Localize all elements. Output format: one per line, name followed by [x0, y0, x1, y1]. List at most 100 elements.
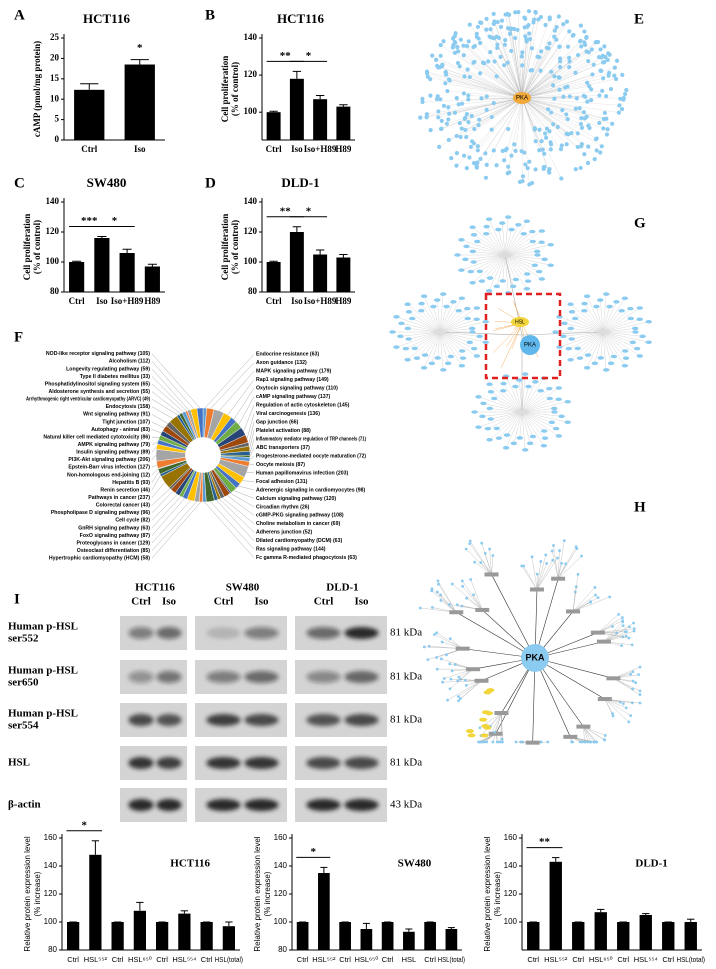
network-edge — [433, 306, 441, 333]
network-node — [547, 41, 552, 46]
leader-line — [238, 485, 255, 491]
network-edge — [594, 331, 604, 364]
network-edge — [521, 390, 541, 413]
network-edge — [521, 57, 540, 99]
network-node — [466, 97, 471, 102]
network-node — [439, 126, 444, 131]
blot-band — [306, 757, 341, 769]
network-edge — [474, 97, 523, 130]
network-node — [552, 330, 559, 334]
network-edge — [602, 331, 638, 349]
x-tick-label: Iso — [134, 144, 146, 154]
network-node — [578, 23, 583, 28]
network-node — [579, 125, 585, 130]
bar — [549, 861, 562, 950]
network-node — [444, 121, 449, 126]
network-node — [446, 698, 449, 702]
network-node — [502, 158, 507, 163]
network-edge — [521, 97, 567, 145]
network-edge — [437, 65, 523, 99]
network-edge — [587, 331, 604, 356]
network-node — [566, 132, 571, 137]
network-node — [476, 122, 481, 128]
bar — [360, 929, 373, 950]
pie-label: Non-homologous end-joining (12) — [67, 472, 150, 478]
y-tick-label: 80 — [278, 945, 287, 954]
network-node — [443, 304, 450, 309]
network-edge — [439, 321, 486, 333]
network-node — [428, 361, 436, 366]
network-node — [445, 653, 448, 657]
pie-label: Hypertrophic cardiomyopathy (HCM) (58) — [49, 556, 150, 562]
network-node — [484, 162, 489, 167]
network-node — [509, 284, 517, 289]
network-node — [583, 294, 591, 298]
network-edge — [505, 376, 523, 413]
lane-label: Ctrl — [214, 596, 234, 608]
x-tick-label: HSL⁶⁵⁰ — [354, 955, 378, 964]
network-edge — [423, 331, 441, 368]
network-node — [425, 74, 430, 79]
pie-label: Wnt signaling pathway (91) — [83, 412, 150, 418]
network-node — [475, 160, 480, 165]
network-node — [592, 740, 596, 744]
network-node — [538, 229, 546, 233]
network-node — [494, 74, 499, 79]
network-edge — [439, 331, 475, 349]
network-node — [470, 346, 478, 351]
network-node — [520, 63, 525, 68]
network-edge — [521, 411, 545, 432]
network-node — [440, 640, 444, 644]
leader-line — [210, 362, 255, 409]
network-node — [456, 102, 461, 107]
y-tick-label: 140 — [46, 196, 60, 206]
network-edge — [568, 331, 604, 349]
network-node — [468, 539, 472, 543]
pie-label: FoxO signaling pathway (87) — [80, 533, 151, 539]
pie-label: cGMP-PKG signaling pathway (108) — [256, 513, 344, 519]
pka-node — [520, 335, 540, 355]
network-node — [630, 701, 634, 705]
pie-label: Phospholipase D signaling pathway (96) — [51, 510, 150, 516]
network-node — [464, 166, 469, 171]
network-edge — [420, 97, 523, 118]
network-node — [557, 87, 562, 92]
network-node — [567, 55, 572, 60]
leader-line — [151, 399, 179, 416]
network-edge — [480, 97, 523, 160]
network-node — [529, 434, 537, 439]
network-node — [520, 174, 526, 179]
network-node — [548, 140, 553, 145]
network-node — [505, 171, 510, 176]
blot-band — [206, 799, 241, 811]
pie-label: GnRH signaling pathway (63) — [78, 525, 150, 531]
network-edge — [521, 60, 589, 99]
network-edge — [521, 411, 562, 417]
pie-label: Inflammatory mediator regulation of TRP … — [256, 436, 366, 442]
y-tick-label: 120 — [244, 69, 258, 79]
panel-letter: A — [14, 7, 25, 23]
panel-letter: C — [14, 175, 25, 191]
network-edge — [521, 36, 587, 99]
network-hub — [494, 711, 509, 716]
network-edge — [602, 331, 627, 359]
bar — [403, 931, 415, 950]
bar — [313, 99, 328, 140]
network-edge — [461, 239, 506, 256]
network-edge — [572, 594, 596, 612]
significance-label: *** — [81, 215, 98, 227]
network-node — [455, 49, 461, 54]
network-edge — [504, 230, 542, 256]
network-node — [541, 257, 548, 262]
network-node — [486, 276, 494, 280]
blot-band — [344, 799, 379, 811]
network-node — [591, 361, 599, 366]
network-node — [632, 627, 636, 631]
network-node — [632, 330, 639, 334]
network-node — [621, 349, 629, 353]
network-edge — [426, 97, 523, 118]
network-edge — [457, 51, 523, 99]
y-tick-label: 100 — [244, 106, 258, 116]
network-edge — [460, 680, 482, 699]
network-node — [621, 624, 625, 628]
